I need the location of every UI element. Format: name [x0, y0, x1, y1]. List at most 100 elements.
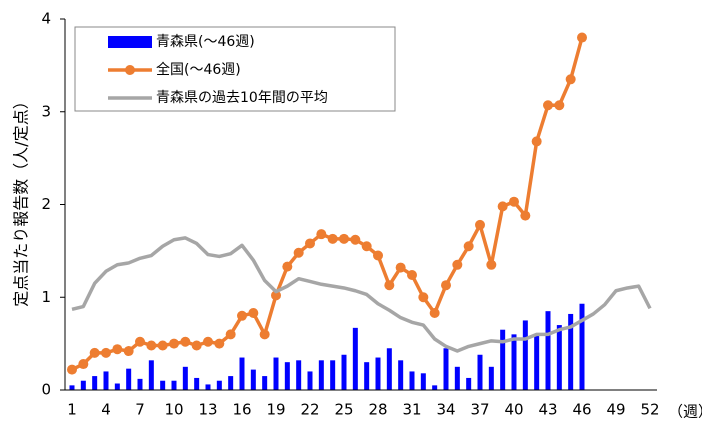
- point: [463, 241, 474, 252]
- bar: [148, 360, 154, 390]
- x-tick-label: 43: [538, 401, 557, 419]
- point: [509, 196, 519, 207]
- bar: [341, 354, 347, 390]
- point: [89, 347, 100, 358]
- bar: [545, 311, 551, 390]
- point: [429, 308, 440, 319]
- bar: [137, 378, 143, 390]
- x-tick-label: 28: [368, 401, 387, 419]
- point: [486, 259, 497, 270]
- bar: [103, 371, 109, 390]
- bar: [216, 380, 222, 390]
- bar: [488, 366, 494, 390]
- bar: [477, 354, 483, 390]
- bar: [69, 385, 75, 390]
- bar: [511, 334, 517, 390]
- bar: [80, 380, 86, 390]
- bar: [568, 313, 574, 390]
- point: [123, 346, 134, 357]
- bar: [194, 377, 200, 390]
- point: [180, 336, 191, 347]
- point: [441, 280, 451, 291]
- x-tick-label: 40: [504, 401, 523, 419]
- bar: [420, 373, 426, 390]
- point: [452, 259, 463, 270]
- point: [327, 233, 338, 244]
- bar: [228, 376, 234, 390]
- y-tick-label: 4: [41, 10, 51, 28]
- point: [384, 280, 395, 291]
- y-tick-label: 0: [41, 381, 51, 399]
- bar: [307, 371, 313, 390]
- bar: [160, 380, 166, 390]
- point: [203, 336, 213, 347]
- bar: [250, 369, 256, 390]
- point: [135, 336, 145, 347]
- point: [350, 234, 361, 245]
- bar: [466, 377, 472, 390]
- bar: [500, 329, 506, 390]
- x-tick-label: 25: [334, 401, 353, 419]
- bar: [409, 371, 415, 390]
- x-tick-label: 52: [640, 401, 659, 419]
- point: [146, 340, 157, 351]
- bar: [114, 383, 120, 390]
- bar: [92, 376, 98, 390]
- point: [67, 364, 77, 375]
- point: [531, 136, 542, 147]
- point: [577, 32, 587, 43]
- bar: [205, 384, 211, 390]
- x-tick-label: 49: [606, 401, 625, 419]
- x-unit: （週）: [668, 403, 702, 421]
- bar: [126, 368, 132, 390]
- bar: [364, 362, 370, 390]
- y-tick-label: 1: [41, 288, 51, 306]
- point: [565, 74, 576, 85]
- y-axis-label: 定点当たり報告数（人/定点）: [12, 93, 31, 306]
- bar: [284, 362, 290, 390]
- bar: [398, 360, 404, 390]
- point: [373, 250, 383, 261]
- bar: [522, 320, 528, 390]
- x-tick-label: 7: [135, 401, 145, 419]
- x-tick-label: 22: [300, 401, 319, 419]
- point: [271, 290, 281, 301]
- point: [78, 359, 89, 370]
- bar: [556, 325, 562, 390]
- point: [259, 329, 270, 340]
- point: [395, 262, 406, 273]
- bar: [443, 348, 449, 390]
- bar: [182, 366, 188, 390]
- x-tick-label: 31: [402, 401, 421, 419]
- point: [497, 201, 508, 212]
- line: [71, 236, 652, 353]
- point: [316, 229, 327, 240]
- point: [361, 241, 372, 252]
- x-tick-label: 19: [266, 401, 285, 419]
- legend-swatch: [108, 36, 152, 48]
- bar: [386, 348, 392, 390]
- point: [282, 261, 293, 272]
- point: [169, 338, 179, 349]
- x-tick-label: 10: [164, 401, 183, 419]
- point: [554, 100, 565, 111]
- bar: [273, 357, 279, 390]
- point: [543, 100, 553, 111]
- bar: [352, 327, 358, 390]
- point: [418, 292, 429, 303]
- x-tick-label: 46: [572, 401, 591, 419]
- y-tick-label: 3: [41, 102, 51, 120]
- bar: [296, 360, 302, 390]
- point: [214, 338, 225, 349]
- x-tick-label: 16: [232, 401, 251, 419]
- bar: [330, 360, 336, 390]
- bar: [171, 380, 177, 390]
- line: [71, 37, 584, 372]
- bar: [375, 357, 381, 390]
- point: [305, 238, 315, 249]
- point: [225, 329, 236, 340]
- bar: [262, 376, 268, 390]
- point: [112, 344, 123, 355]
- point: [101, 347, 111, 358]
